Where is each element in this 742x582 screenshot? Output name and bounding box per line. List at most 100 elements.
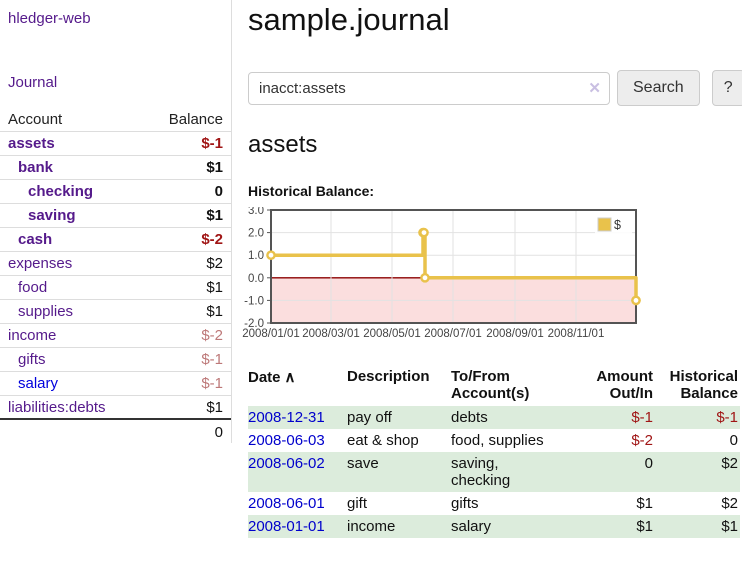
account-balance: $1 [145,298,231,323]
transaction-balance: $2 [721,495,738,512]
account-balance: $2 [145,250,231,275]
accounts-total-row: 0 [0,418,231,443]
transaction-amount: 0 [579,452,655,492]
balance-column-header: Balance [168,110,223,128]
transaction-date-link[interactable]: 2008-01-01 [248,518,325,535]
transaction-date-link[interactable]: 2008-06-02 [248,455,325,472]
transaction-balance: $-1 [655,406,740,429]
transaction-balance: 0 [729,432,738,449]
sort-asc-icon: ∧ [284,369,296,386]
account-link-saving[interactable]: saving [28,207,76,224]
transaction-description: gift [347,495,368,512]
transaction-date-link[interactable]: 2008-12-31 [248,409,325,426]
account-balance: $1 [145,394,231,419]
register-row: 2008-06-02 save saving, checking 0 $2 [248,452,740,492]
transaction-amount: $-2 [631,432,653,449]
register-header-description: Description [347,368,430,385]
svg-text:2008/11/01: 2008/11/01 [548,328,605,340]
account-link-bank[interactable]: bank [18,159,54,176]
transaction-accounts: salary [451,518,492,535]
clear-search-icon[interactable]: ✕ [588,79,601,97]
account-balance: 0 [145,178,231,203]
account-link-gifts[interactable]: gifts [18,351,46,368]
search-input-wrap: ✕ [248,71,610,105]
register-header-accounts: To/From Account(s) [451,368,530,402]
account-link-checking[interactable]: checking [28,183,94,200]
account-balance: $-1 [145,370,231,395]
main-content: sample.journal ✕ Search ? assets Histori… [242,0,742,538]
accounts-total-value: 0 [145,418,231,443]
transaction-description: eat & shop [347,432,419,449]
transaction-description: pay off [347,406,451,429]
transaction-accounts: gifts [451,495,479,512]
account-row: food $1 [0,274,231,299]
account-balance: $-2 [145,322,231,347]
transaction-accounts: saving, checking [451,455,511,489]
account-link-assets[interactable]: assets [8,135,55,152]
register-header-row: Date ∧ Description To/From Account(s) Amo… [248,366,740,406]
transaction-description: save [347,452,451,492]
transaction-accounts: debts [451,409,488,426]
account-link-salary[interactable]: salary [18,375,59,392]
register-table: Date ∧ Description To/From Account(s) Amo… [248,366,740,538]
register-body: 2008-12-31 pay off debts $-1 $-1 2008-06-03 ea… [248,406,740,538]
accounts-table: Account Balance assets $-1 bank $1 checking 0… [0,107,231,443]
account-balance: $1 [145,202,231,227]
help-button[interactable]: ? [711,70,742,106]
svg-text:2008/01/01: 2008/01/01 [242,328,300,340]
account-balance: $-1 [145,130,231,155]
svg-text:2008/03/01: 2008/03/01 [302,328,360,340]
search-button[interactable]: Search [617,70,700,106]
account-balance: $1 [145,274,231,299]
account-balance: $-2 [145,226,231,251]
account-balance: $-1 [145,346,231,371]
account-row: liabilities:debts $1 [0,394,231,419]
account-link-income[interactable]: income [8,327,57,344]
account-link-expenses[interactable]: expenses [8,255,73,272]
transaction-amount: $1 [579,515,655,538]
register-row: 2008-01-01 income salary $1 $1 [248,515,740,538]
page-title: sample.journal [248,2,450,37]
account-row: salary $-1 [0,370,231,395]
account-heading: assets [248,131,318,158]
account-link-food[interactable]: food [18,279,48,296]
svg-text:2008/05/01: 2008/05/01 [363,328,421,340]
register-header-amount: Amount Out/In [596,368,653,402]
transaction-amount: $1 [636,495,653,512]
register-row: 2008-06-03 eat & shop food, supplies $-2 0 [248,429,740,452]
account-balance: $1 [145,154,231,179]
register-row: 2008-06-01 gift gifts $1 $2 [248,492,740,515]
svg-text:2.0: 2.0 [248,228,264,240]
transaction-amount: $-1 [579,406,655,429]
svg-text:2008/07/01: 2008/07/01 [424,328,482,340]
transaction-date-link[interactable]: 2008-06-01 [248,495,325,512]
transaction-balance: $2 [655,452,740,492]
svg-text:-1.0: -1.0 [244,295,264,307]
account-row: income $-2 [0,322,231,347]
transaction-description: income [347,515,451,538]
app-title-link[interactable]: hledger-web [8,10,91,27]
account-link-supplies[interactable]: supplies [18,303,74,320]
transaction-date-link[interactable]: 2008-06-03 [248,432,325,449]
search-form: ✕ Search ? [248,70,742,106]
transaction-balance: $1 [655,515,740,538]
sidebar-item-journal[interactable]: Journal [8,74,58,91]
search-input[interactable] [248,71,610,105]
chart-label: Historical Balance: [248,183,375,199]
account-row: cash $-2 [0,226,231,251]
register-row: 2008-12-31 pay off debts $-1 $-1 [248,406,740,429]
account-link-liabilities-debts[interactable]: liabilities:debts [8,398,106,416]
svg-text:3.0: 3.0 [248,207,264,217]
transaction-accounts: food, supplies [451,432,544,449]
account-row: assets $-1 [0,130,231,155]
accounts-table-body: Account Balance assets $-1 bank $1 checking 0… [0,107,231,443]
accounts-table-header: Account Balance [0,107,231,131]
account-row: saving $1 [0,202,231,227]
account-row: checking 0 [0,178,231,203]
account-link-cash[interactable]: cash [18,231,53,248]
register-header-date[interactable]: Date ∧ [248,369,296,386]
svg-text:0.0: 0.0 [248,273,264,285]
sidebar: hledger-web Journal Account Balance asse… [0,0,232,443]
svg-text:1.0: 1.0 [248,250,264,262]
balance-chart: 3.0 2.0 1.0 0.0 -1.0 -2.0 2008/01/01 2008/03/01… [241,205,641,344]
